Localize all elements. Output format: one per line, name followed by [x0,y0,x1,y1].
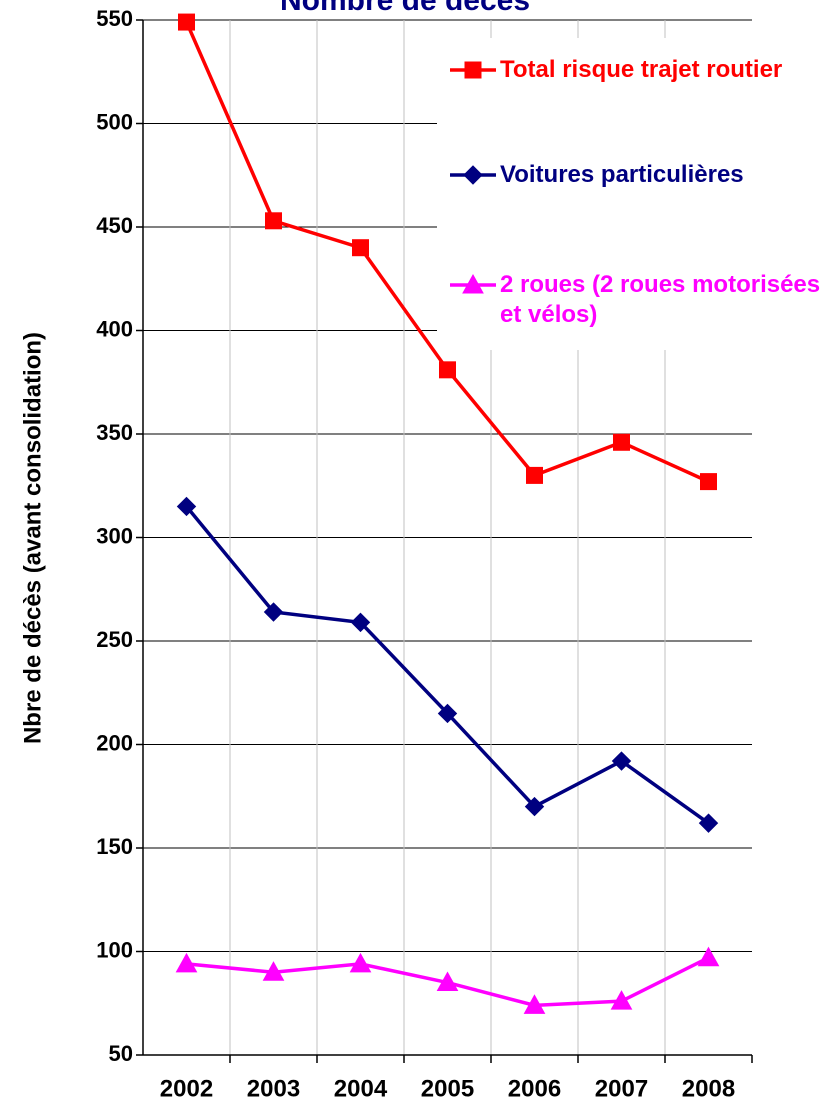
marker [464,61,482,79]
y-tick-label: 500 [96,109,133,134]
marker [610,990,633,1010]
y-tick-label: 400 [96,316,133,341]
marker [262,961,285,981]
legend-box [437,38,838,350]
y-tick-label: 200 [96,730,133,755]
marker [462,273,484,294]
y-tick-label: 550 [96,6,133,31]
y-tick-label: 150 [96,834,133,859]
x-tick-label: 2004 [334,1075,388,1102]
marker [526,466,543,484]
marker [697,946,720,967]
marker [349,952,372,973]
marker [439,361,456,379]
x-tick-label: 2005 [421,1075,474,1102]
marker [265,212,282,230]
marker [176,496,197,517]
y-tick-label: 100 [96,937,133,962]
marker [613,433,630,451]
marker [698,813,719,833]
y-tick-label: 450 [96,213,133,238]
x-tick-label: 2002 [160,1075,213,1102]
x-tick-label: 2008 [682,1075,735,1102]
chart-title: Nombre de décès [280,0,530,17]
legend-label: 2 roues (2 roues motorisées et vélos) [500,271,821,328]
legend-label: Voitures particulières [500,161,744,188]
marker [352,239,369,257]
marker [350,612,371,633]
legend-label: Total risque trajet routier [500,56,783,83]
marker [524,796,545,817]
marker [523,994,546,1014]
y-tick-label: 350 [96,420,133,445]
marker [175,952,198,973]
y-tick-label: 300 [96,523,133,548]
series-line [185,505,710,825]
marker [700,473,717,491]
y-tick-label: 50 [109,1041,133,1066]
y-axis-label: Nbre de décès (avant consolidation) [19,332,46,744]
x-tick-label: 2006 [508,1075,561,1102]
marker [263,602,284,622]
marker [178,13,195,31]
marker [436,971,459,992]
marker [611,751,632,771]
marker [463,165,483,185]
x-tick-label: 2007 [595,1075,648,1102]
marker [437,703,458,724]
y-tick-label: 250 [96,627,133,652]
x-tick-label: 2003 [247,1075,300,1102]
